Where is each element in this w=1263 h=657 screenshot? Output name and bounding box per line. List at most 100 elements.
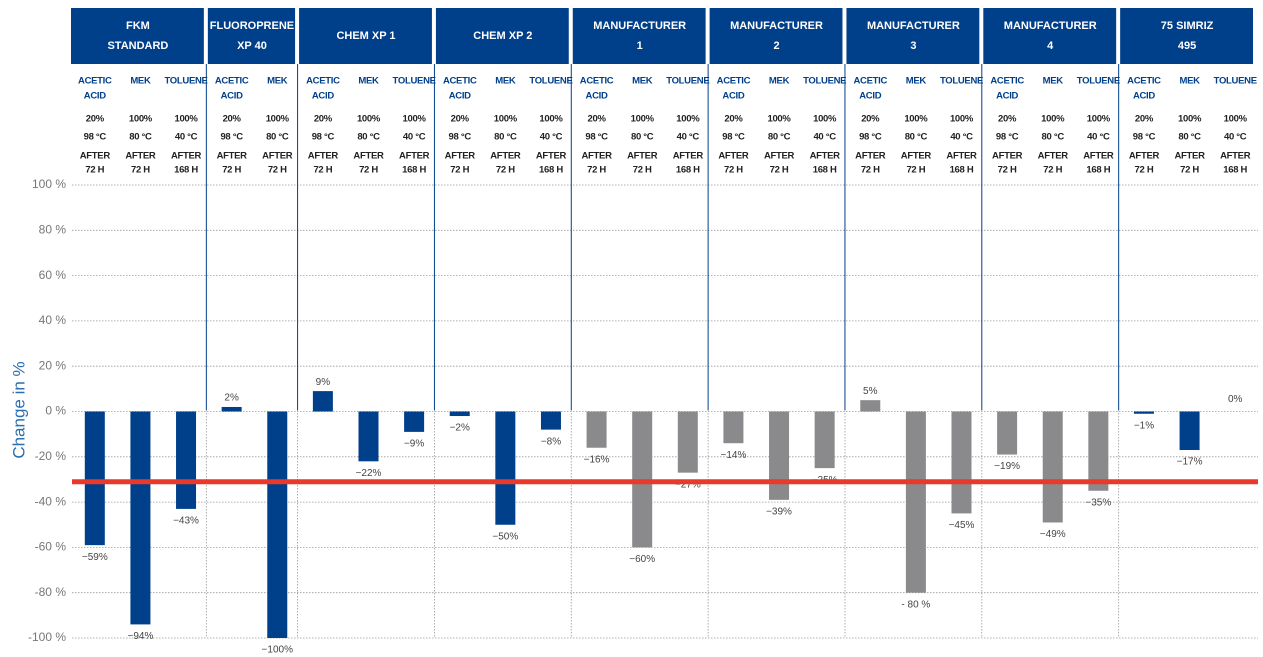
- condition-temperature: 98 °C: [312, 132, 335, 143]
- condition-duration: AFTER: [490, 151, 521, 162]
- condition-temperature: 98 °C: [220, 132, 243, 143]
- group-title: CHEM XP 2: [473, 30, 532, 42]
- condition-duration: 72 H: [313, 165, 332, 176]
- condition-temperature: 98 °C: [996, 132, 1019, 143]
- group-title: MANUFACTURER: [867, 20, 960, 32]
- condition-concentration: 100%: [539, 114, 563, 125]
- condition-concentration: 20%: [86, 114, 105, 125]
- condition-duration: 168 H: [174, 165, 198, 176]
- condition-duration: 72 H: [770, 165, 789, 176]
- condition-chemical: ACID: [84, 91, 106, 102]
- condition-chemical: ACETIC: [580, 76, 614, 87]
- condition-duration: 72 H: [587, 165, 606, 176]
- value-label: - 80 %: [901, 599, 930, 610]
- condition-duration: 72 H: [85, 165, 104, 176]
- y-tick-label: 40 %: [39, 313, 67, 327]
- condition-temperature: 98 °C: [449, 132, 472, 143]
- condition-temperature: 80 °C: [357, 132, 380, 143]
- condition-duration: AFTER: [536, 151, 567, 162]
- group-title: MANUFACTURER: [593, 20, 686, 32]
- value-label: −1%: [1134, 420, 1154, 431]
- condition-duration: 72 H: [998, 165, 1017, 176]
- condition-concentration: 20%: [314, 114, 333, 125]
- condition-chemical: ACETIC: [215, 76, 249, 87]
- bar: [540, 411, 561, 430]
- condition-duration: 168 H: [1086, 165, 1110, 176]
- condition-chemical: TOLUENE: [803, 76, 846, 87]
- condition-temperature: 80 °C: [631, 132, 654, 143]
- condition-duration: AFTER: [353, 151, 384, 162]
- y-tick-label: 0 %: [45, 404, 66, 418]
- condition-concentration: 100%: [904, 114, 928, 125]
- bar: [997, 411, 1018, 455]
- condition-duration: AFTER: [764, 151, 795, 162]
- condition-duration: AFTER: [581, 151, 612, 162]
- bar: [1179, 411, 1200, 451]
- value-label: −2%: [450, 423, 470, 434]
- condition-temperature: 98 °C: [1133, 132, 1156, 143]
- condition-concentration: 100%: [266, 114, 290, 125]
- condition-duration: AFTER: [80, 151, 111, 162]
- group-header: [71, 8, 204, 64]
- condition-duration: AFTER: [125, 151, 156, 162]
- y-tick-label: -60 %: [35, 540, 67, 554]
- bar: [951, 411, 972, 514]
- condition-duration: 72 H: [450, 165, 469, 176]
- condition-concentration: 20%: [861, 114, 880, 125]
- group-title: 75 SIMRIZ: [1161, 20, 1214, 32]
- group-header: [846, 8, 980, 64]
- group-header: [709, 8, 843, 64]
- y-tick-label: 100 %: [32, 177, 66, 191]
- condition-chemical: TOLUENE: [164, 76, 207, 87]
- condition-duration: AFTER: [1174, 151, 1205, 162]
- condition-chemical: ACETIC: [853, 76, 887, 87]
- condition-duration: 72 H: [1135, 165, 1154, 176]
- condition-chemical: MEK: [267, 76, 288, 87]
- condition-concentration: 100%: [631, 114, 655, 125]
- y-tick-label: -40 %: [35, 494, 67, 508]
- y-tick-label: -80 %: [35, 585, 67, 599]
- y-axis-label: Change in %: [9, 361, 28, 458]
- condition-concentration: 100%: [129, 114, 153, 125]
- condition-chemical: ACID: [859, 91, 881, 102]
- condition-concentration: 20%: [588, 114, 607, 125]
- bar: [769, 411, 790, 500]
- condition-temperature: 80 °C: [266, 132, 289, 143]
- condition-chemical: ACID: [586, 91, 608, 102]
- condition-chemical: MEK: [495, 76, 516, 87]
- group-title: 3: [910, 40, 916, 52]
- group-header: [983, 8, 1117, 64]
- group-title: MANUFACTURER: [730, 20, 823, 32]
- condition-chemical: ACETIC: [443, 76, 477, 87]
- group-header: [435, 8, 569, 64]
- value-label: −19%: [994, 461, 1020, 472]
- condition-duration: 72 H: [861, 165, 880, 176]
- condition-concentration: 100%: [1224, 114, 1248, 125]
- condition-duration: AFTER: [1129, 151, 1160, 162]
- group-title: FLUOROPRENE: [210, 20, 294, 32]
- bar: [905, 411, 926, 593]
- condition-concentration: 20%: [998, 114, 1017, 125]
- condition-chemical: ACID: [449, 91, 471, 102]
- condition-chemical: MEK: [1179, 76, 1200, 87]
- condition-duration: AFTER: [171, 151, 202, 162]
- y-tick-label: -20 %: [35, 449, 67, 463]
- condition-temperature: 40 °C: [950, 132, 973, 143]
- value-label: −27%: [675, 479, 701, 490]
- condition-chemical: ACID: [996, 91, 1018, 102]
- value-label: −45%: [949, 520, 975, 531]
- condition-chemical: ACID: [312, 91, 334, 102]
- condition-concentration: 20%: [1135, 114, 1154, 125]
- condition-temperature: 80 °C: [1178, 132, 1201, 143]
- condition-temperature: 80 °C: [905, 132, 928, 143]
- value-label: −43%: [173, 516, 199, 527]
- bar: [495, 411, 516, 525]
- condition-chemical: ACETIC: [990, 76, 1024, 87]
- condition-duration: 168 H: [1223, 165, 1247, 176]
- condition-concentration: 100%: [767, 114, 791, 125]
- bar: [130, 411, 151, 625]
- condition-duration: AFTER: [445, 151, 476, 162]
- group-title: CHEM XP 1: [336, 30, 395, 42]
- bar: [84, 411, 105, 546]
- value-label: −16%: [584, 454, 610, 465]
